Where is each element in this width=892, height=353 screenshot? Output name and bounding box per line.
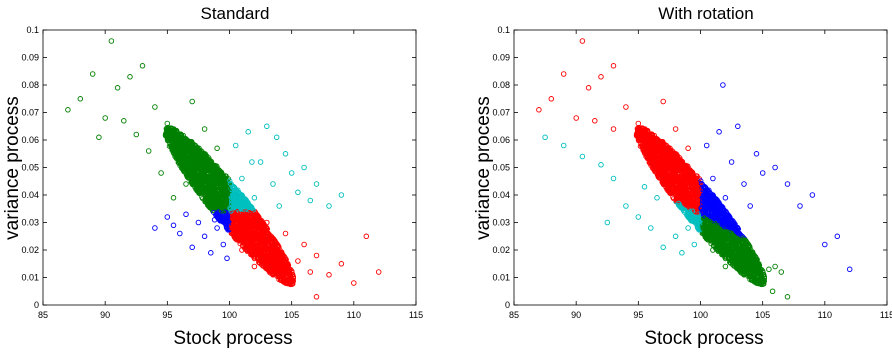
x-tick-label: 95 [162,310,172,320]
x-tick-label: 100 [222,310,237,320]
data-point [295,258,301,264]
data-point [152,225,158,231]
data-point [164,214,171,220]
data-point [301,241,307,248]
data-point [251,195,258,201]
data-point [108,38,115,44]
y-tick-label: 0.09 [21,53,39,63]
x-axis-label: Stock process [644,328,763,349]
y-axis-label: variance process [473,96,494,240]
y-tick-label: 0.03 [21,218,39,228]
chart-title: Standard [201,4,270,23]
data-point [214,145,220,152]
data-point [239,175,245,182]
y-tick-label: 0.07 [21,108,39,118]
y-tick-label: 0 [34,300,39,310]
data-point [145,148,152,154]
data-point [224,255,230,262]
data-point [232,142,239,149]
data-point [208,250,214,256]
x-tick-label: 110 [347,310,361,320]
data-point [351,280,357,286]
data-point [114,85,121,91]
data-point [313,294,320,300]
data-point [273,134,280,141]
data-point [270,181,276,187]
data-point [363,233,370,240]
point-cloud [633,124,768,288]
data-point [233,187,239,193]
data-point [227,178,233,184]
point-cloud [162,124,297,288]
data-point [65,107,71,113]
data-point [177,230,183,237]
series-1 [232,123,345,209]
data-point [295,189,301,196]
data-point [282,230,289,237]
data-point [139,63,146,69]
data-point [170,222,177,229]
data-point [195,219,202,226]
data-point [264,123,270,130]
data-point [338,192,345,198]
data-point [127,74,133,80]
data-point [189,244,195,251]
data-point [220,241,227,248]
data-point [313,181,320,187]
data-point [301,164,307,171]
data-point [276,203,282,209]
data-point [183,181,189,187]
data-point [195,153,201,159]
y-tick-label: 0.08 [21,80,39,90]
data-point [133,131,140,138]
axes-frame [42,29,417,306]
data-point [152,104,158,110]
data-point [96,134,102,141]
data-point [326,203,332,209]
data-point [245,129,251,135]
x-tick-label: 85 [38,310,48,320]
data-point [249,159,255,165]
data-point [282,151,289,157]
data-point [121,118,127,124]
data-point [189,98,195,105]
y-tick-label: 0.06 [21,135,39,145]
y-tick-label: 0.01 [21,273,39,283]
data-point [170,195,177,201]
data-point [89,71,96,77]
data-point [102,115,108,121]
chart-panel-standard: Standard Stock process variance process … [2,4,423,349]
data-point [375,269,382,275]
data-point [251,263,258,270]
data-point [183,211,189,218]
y-tick-label: 0.1 [26,25,39,35]
x-tick-label: 105 [284,310,299,320]
data-point [307,269,314,275]
data-point [326,272,332,278]
data-point [201,233,208,240]
x-tick-label: 90 [100,310,110,320]
data-point [307,197,314,204]
data-point [257,159,264,165]
data-point [338,261,345,267]
y-tick-label: 0.04 [21,190,39,200]
data-point [313,252,320,259]
chart-panel-with-rotation: With rotation Stock process variance pro… [473,4,892,349]
y-axis-label: variance process [2,96,23,240]
chart-title: With rotation [658,4,753,23]
plot-area: 85 90 95 100 105 110 11500.010.020.030.040.050… [492,25,892,320]
data-point [214,225,220,231]
data-point [288,170,295,176]
y-tick-label: 0.05 [21,163,39,173]
data-point [158,170,164,176]
data-point [201,126,208,132]
plot-area: 85 90 95 100 105 110 115 0 0.01 0.02 0.03 0.04 0.05 0… [21,25,423,320]
data-point [77,96,84,102]
y-tick-label: 0.02 [21,245,39,255]
x-tick-label: 115 [409,310,423,320]
x-axis-label: Stock process [173,328,292,349]
